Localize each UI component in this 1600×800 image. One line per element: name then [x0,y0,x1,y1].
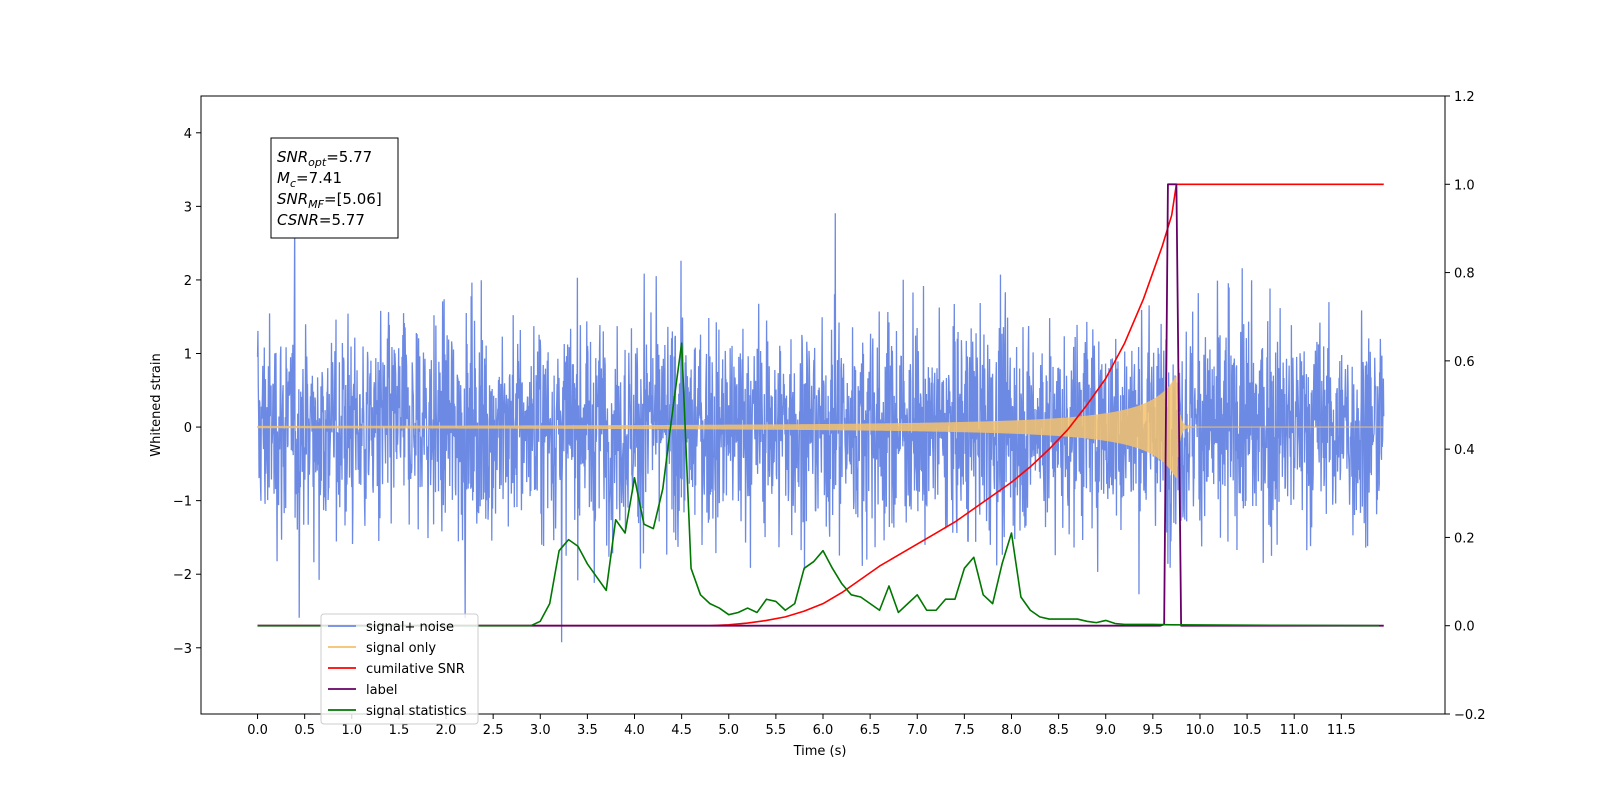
x-tick-label: 2.0 [436,723,457,738]
x-tick-label: 0.5 [294,723,315,738]
series-label-line [257,183,1384,627]
x-tick-label: 9.0 [1095,723,1116,738]
y-axis-label-left: Whitened strain [149,353,164,456]
x-tick-label: 2.5 [483,723,504,738]
x-axis: 0.0 0.5 1.0 1.5 2.0 2.5 3.0 3.5 4.0 4.5 5.0 5.5 6.0 6… [247,714,1356,738]
series-signal-statistics-line [257,342,1380,627]
x-tick-label: 1.5 [389,723,410,738]
annotation-line: SNRopt=5.77 [277,148,372,169]
x-tick-label: 3.0 [530,723,551,738]
y-right-tick-label: 0.0 [1454,620,1475,635]
y-left-tick-label: −2 [173,568,192,583]
annotation-line: SNRMF=[5.06] [277,190,382,211]
x-tick-label: 8.0 [1001,723,1022,738]
x-tick-label: 5.5 [766,723,787,738]
annotation-line: Mc=7.41 [277,169,342,190]
legend-label: signal statistics [366,704,467,719]
y-left-tick-label: 1 [184,348,192,363]
y-right-tick-label: 0.4 [1454,443,1475,458]
x-tick-label: 11.0 [1280,723,1309,738]
x-tick-label: 8.5 [1048,723,1069,738]
y-right-tick-label: 0.8 [1454,267,1475,282]
y-right-tick-label: 0.2 [1454,531,1475,546]
series-signal-only-line [256,376,1384,478]
x-tick-label: 11.5 [1327,723,1356,738]
y-left-tick-label: 3 [184,200,192,215]
y-left-tick-label: 2 [184,274,192,289]
x-tick-label: 7.0 [907,723,928,738]
x-tick-label: 3.5 [577,723,598,738]
x-tick-label: 5.0 [718,723,739,738]
x-tick-label: 10.0 [1185,723,1214,738]
y-right-tick-label: −0.2 [1454,708,1486,723]
y-left-tick-label: −3 [173,642,192,657]
x-tick-label: 10.5 [1233,723,1262,738]
x-tick-label: 7.5 [954,723,975,738]
series-cumulative-snr-line [257,183,1384,627]
legend-frame [320,613,479,725]
y-axis-right: 1.2 1.0 0.8 0.6 0.4 0.2 0.0 −0.2 [1445,90,1486,723]
annotation-frame [270,137,399,239]
x-tick-label: 1.0 [341,723,362,738]
y-right-tick-label: 1.0 [1454,178,1475,193]
x-tick-label: 9.5 [1143,723,1164,738]
y-left-tick-label: 4 [184,127,192,142]
y-left-tick-label: −1 [173,495,192,510]
plot-area [256,183,1385,643]
x-tick-label: 6.5 [860,723,881,738]
legend-label: label [366,683,397,698]
y-right-tick-label: 1.2 [1454,90,1475,105]
x-tick-label: 4.0 [624,723,645,738]
y-axis-left: 4 3 2 1 0 −1 −2 −3 [173,127,201,657]
series-signal-noise-line [256,213,1385,643]
x-axis-label: Time (s) [793,744,847,759]
legend-label: signal+ noise [366,620,454,635]
y-right-tick-label: 0.6 [1454,355,1475,370]
x-tick-label: 4.5 [671,723,692,738]
legend-label: cumilative SNR [366,662,465,677]
legend-label: signal only [366,641,436,656]
annotation-line: CSNR=5.77 [277,211,365,229]
x-tick-label: 6.0 [813,723,834,738]
y-left-tick-label: 0 [184,421,192,436]
x-tick-label: 0.0 [247,723,268,738]
legend: signal+ noise signal only cumilative SNR la… [320,613,479,725]
